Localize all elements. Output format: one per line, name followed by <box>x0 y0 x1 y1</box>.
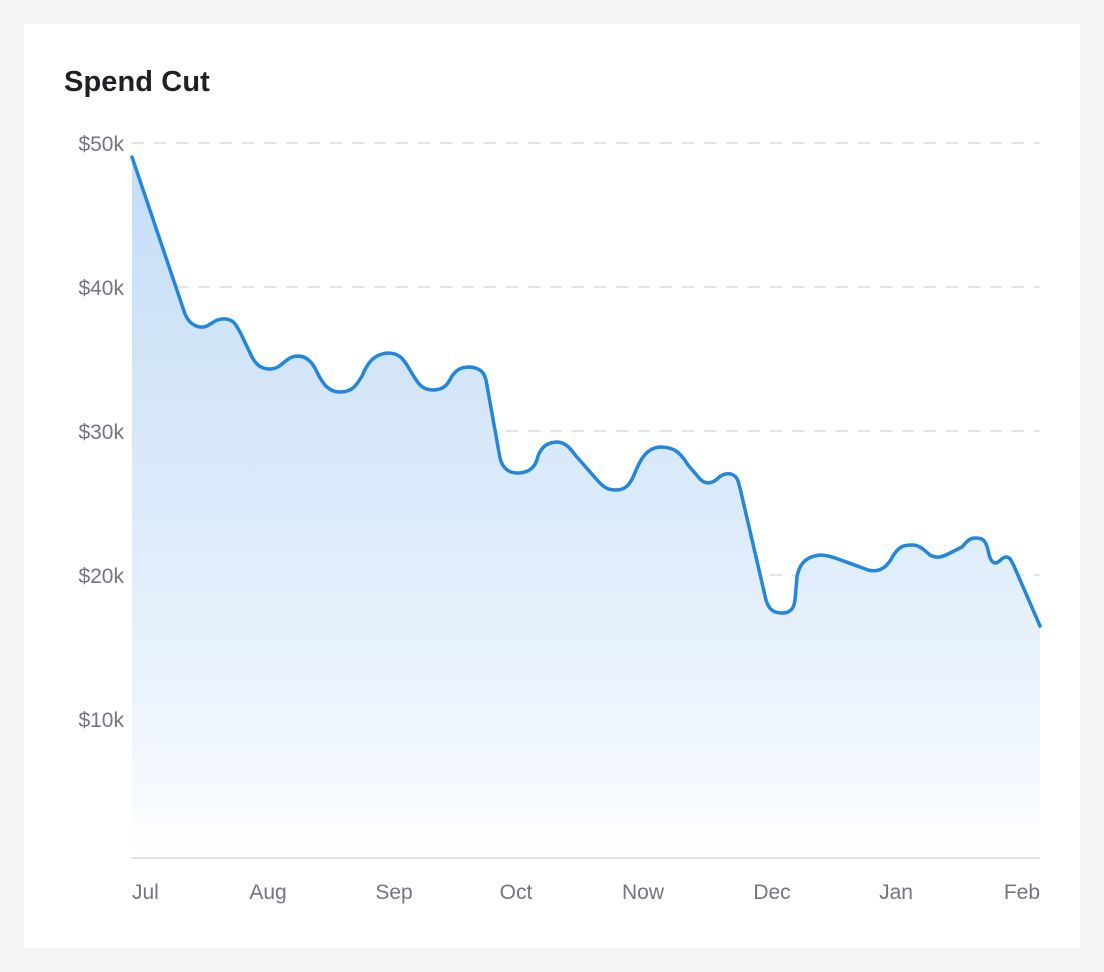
x-tick-label: Now <box>622 881 665 904</box>
area-fill <box>132 157 1040 858</box>
y-axis-labels: $50k $40k $30k $20k $10k <box>78 133 124 732</box>
spend-line <box>130 155 1042 628</box>
x-tick-label: Oct <box>500 881 533 904</box>
y-tick-label: $50k <box>78 133 124 156</box>
x-axis-labels: Jul Aug Sep Oct Now Dec Jan Feb <box>132 881 1040 904</box>
x-tick-label: Dec <box>753 881 790 904</box>
y-tick-label: $20k <box>78 565 124 588</box>
x-tick-label: Aug <box>249 881 286 904</box>
x-tick-label: Sep <box>375 881 412 904</box>
chart-title: Spend Cut <box>64 66 210 98</box>
x-tick-label: Jan <box>879 881 913 904</box>
y-tick-label: $40k <box>78 277 124 300</box>
y-tick-label: $10k <box>78 709 124 732</box>
x-tick-label: Jul <box>132 881 159 904</box>
y-tick-label: $30k <box>78 421 124 444</box>
x-tick-label: Feb <box>1004 881 1040 904</box>
